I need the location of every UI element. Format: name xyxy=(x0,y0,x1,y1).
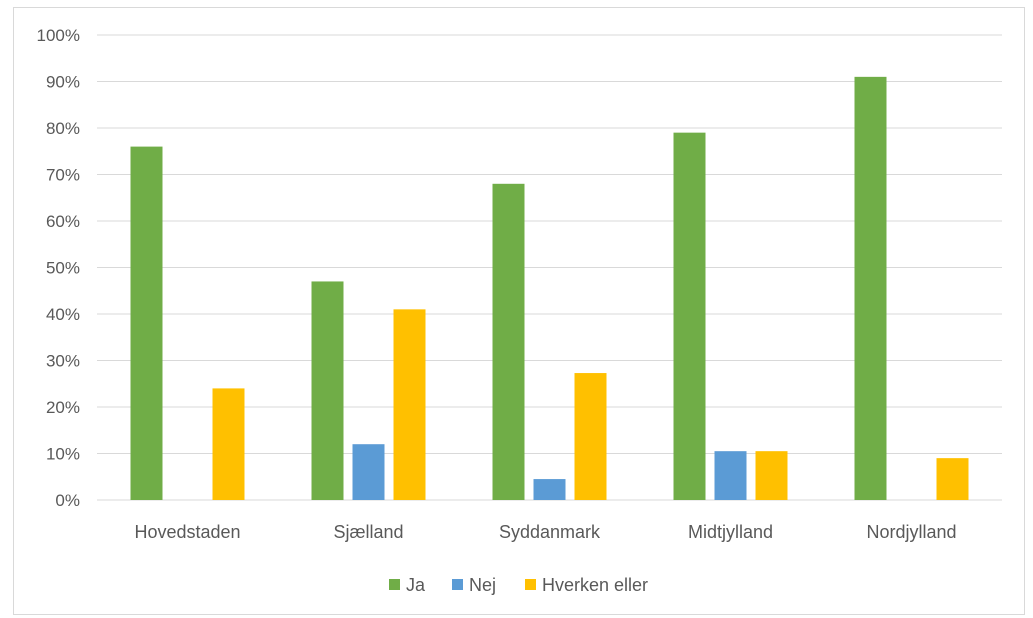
y-tick-label: 50% xyxy=(46,259,80,278)
bar-ja-nordjylland xyxy=(854,76,887,500)
bar-nej-midtjylland xyxy=(714,451,747,500)
y-tick-label: 30% xyxy=(46,352,80,371)
x-category-label: Midtjylland xyxy=(688,522,773,542)
bar-ja-hovedstaden xyxy=(130,146,163,500)
bar-hverken-eller-sjælland xyxy=(393,309,426,500)
bar-hverken-eller-nordjylland xyxy=(936,458,969,500)
bars xyxy=(130,76,969,501)
y-tick-label: 90% xyxy=(46,73,80,92)
bar-ja-sjælland xyxy=(311,281,344,500)
bar-hverken-eller-midtjylland xyxy=(755,451,788,500)
y-tick-label: 70% xyxy=(46,166,80,185)
y-tick-label: 0% xyxy=(55,491,80,510)
y-tick-label: 60% xyxy=(46,212,80,231)
legend-swatch xyxy=(525,579,536,590)
legend-label: Hverken eller xyxy=(542,575,648,595)
y-axis: 0% 10% 20% 30% 40% 50% 60% 70% 80% 90% 100% xyxy=(37,26,80,510)
gridlines xyxy=(97,34,1002,501)
bar-hverken-eller-hovedstaden xyxy=(212,388,245,500)
y-tick-label: 10% xyxy=(46,445,80,464)
x-category-label: Sjælland xyxy=(333,522,403,542)
bar-nej-sjælland xyxy=(352,444,385,500)
legend-swatch xyxy=(452,579,463,590)
bar-nej-syddanmark xyxy=(533,479,566,500)
bar-hverken-eller-syddanmark xyxy=(574,373,607,500)
x-category-label: Syddanmark xyxy=(499,522,601,542)
legend-label: Nej xyxy=(469,575,496,595)
legend-label: Ja xyxy=(406,575,426,595)
bar-ja-syddanmark xyxy=(492,183,525,501)
legend-swatch xyxy=(389,579,400,590)
legend: Ja Nej Hverken eller xyxy=(389,575,648,595)
x-category-label: Hovedstaden xyxy=(134,522,240,542)
y-tick-label: 80% xyxy=(46,119,80,138)
bar-ja-midtjylland xyxy=(673,132,706,500)
x-axis: Hovedstaden Sjælland Syddanmark Midtjylland… xyxy=(134,522,956,542)
y-tick-label: 100% xyxy=(37,26,80,45)
x-category-label: Nordjylland xyxy=(866,522,956,542)
y-tick-label: 20% xyxy=(46,398,80,417)
y-tick-label: 40% xyxy=(46,305,80,324)
